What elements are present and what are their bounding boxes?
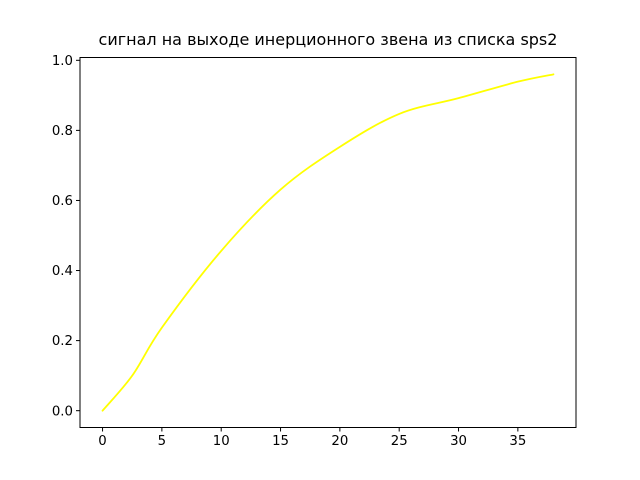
x-tick-label: 10: [213, 434, 230, 449]
y-tick-label: 0.2: [52, 334, 73, 349]
chart-title: сигнал на выходе инерционного звена из с…: [98, 30, 558, 49]
ticks-layer: 0 5 10 15 20 25 30 35 0.0 0.2 0.4 0.6 0.8 1.0: [52, 54, 526, 449]
x-tick-label: 5: [158, 434, 166, 449]
x-tick-label: 30: [450, 434, 467, 449]
axes-spines: [79, 57, 577, 428]
x-tick-label: 15: [272, 434, 289, 449]
x-tick-label: 0: [98, 434, 106, 449]
y-tick-label: 0.4: [52, 264, 73, 279]
y-tick-label: 0.8: [52, 124, 73, 139]
y-tick-label: 0.6: [52, 194, 73, 209]
x-tick-label: 25: [391, 434, 408, 449]
y-tick-label: 0.0: [52, 404, 73, 419]
x-tick-label: 20: [331, 434, 348, 449]
y-tick-label: 1.0: [52, 54, 73, 69]
x-tick-label: 35: [509, 434, 526, 449]
signal-line: [101, 73, 555, 412]
